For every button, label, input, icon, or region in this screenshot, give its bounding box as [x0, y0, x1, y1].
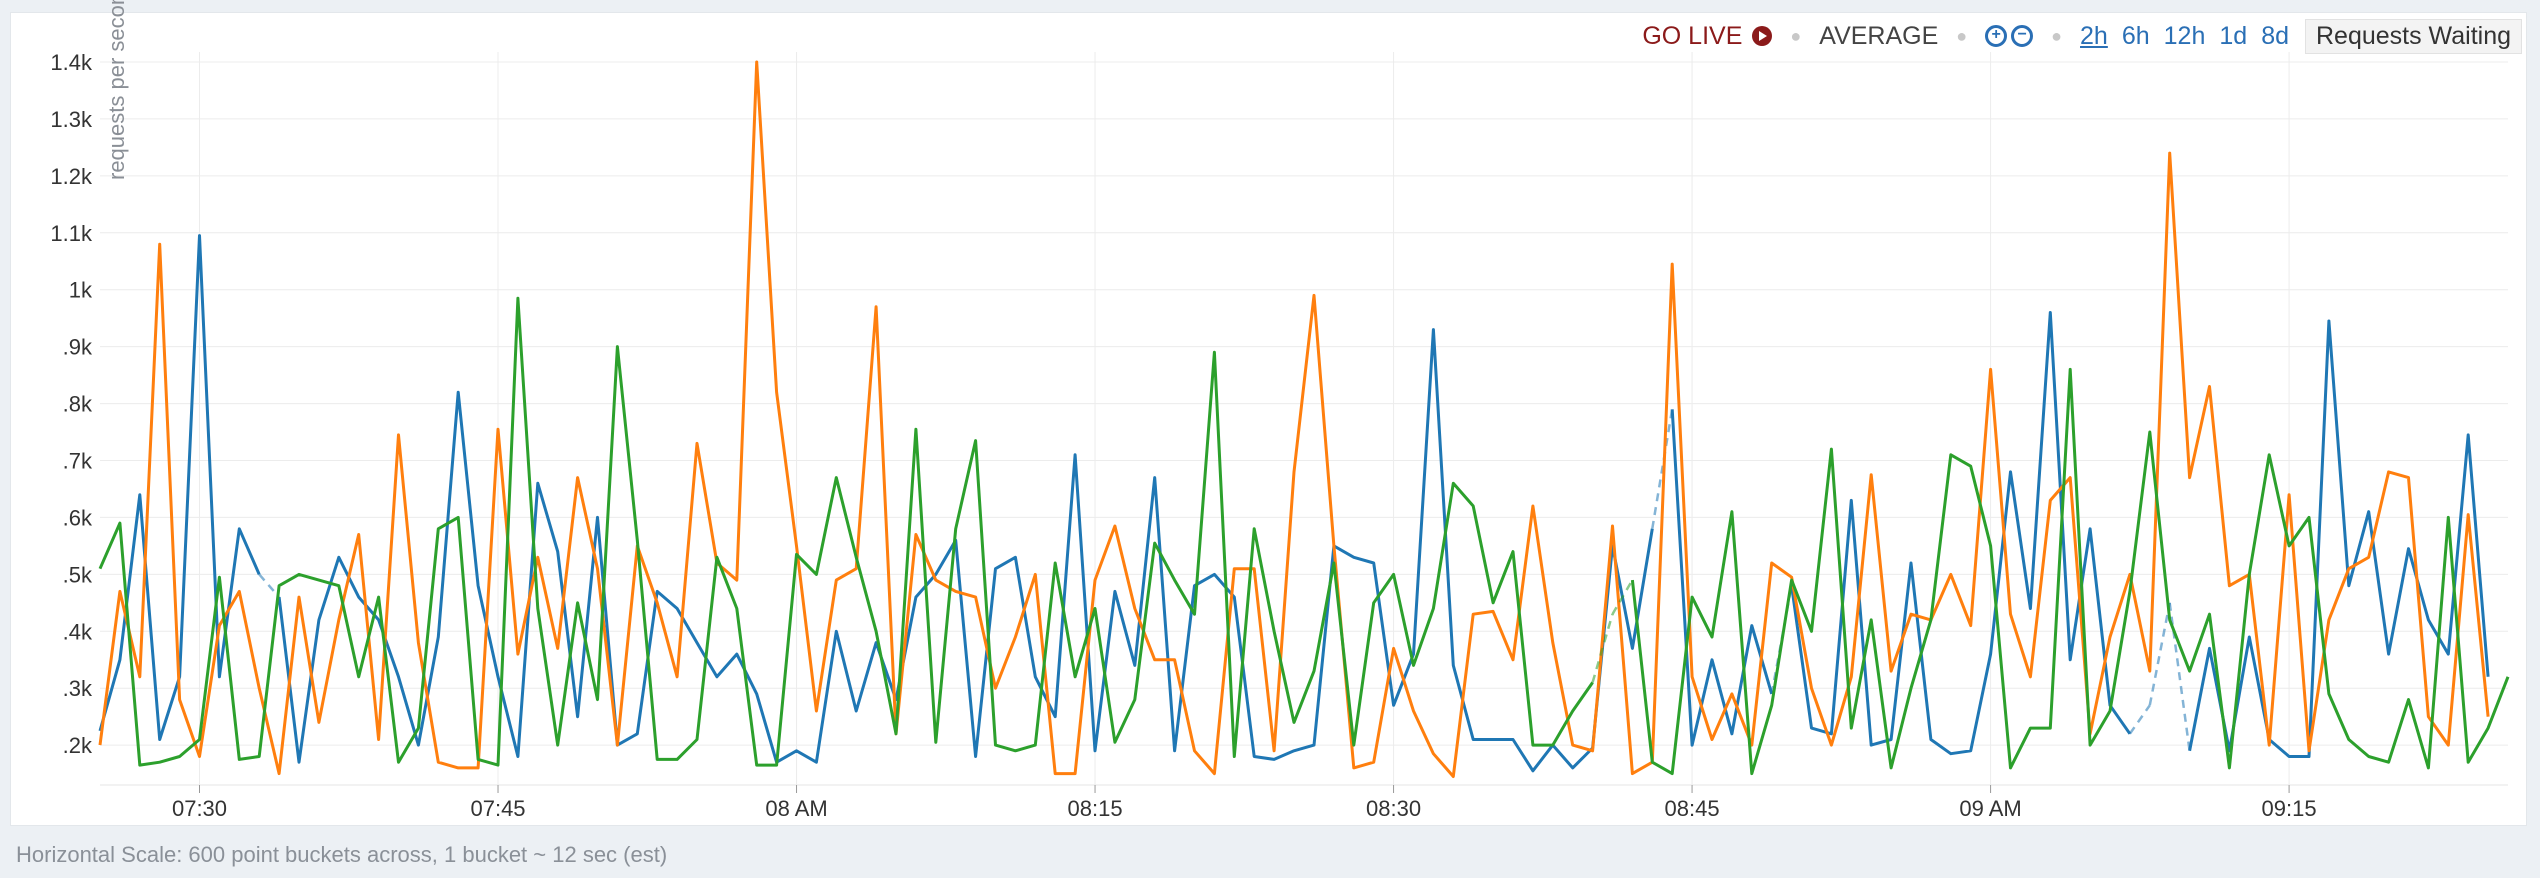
time-range-selector: 2h 6h 12h 1d 8d [2080, 22, 2289, 51]
y-tick-label: 1.3k [50, 107, 93, 132]
range-2h[interactable]: 2h [2080, 21, 2108, 50]
zoom-in-icon[interactable]: + [1985, 25, 2008, 47]
y-axis-ticks: .2k .3k .4k .5k .6k .7k .8k .9k 1k 1.1k 1.2k 1.3k 1.… [50, 50, 93, 758]
y-tick-label: .5k [63, 562, 93, 587]
y-tick-label: 1k [69, 278, 93, 303]
series-lines [98, 60, 2510, 778]
series-gap-segment [258, 573, 281, 598]
y-axis-label: requests per second [104, 0, 129, 180]
y-tick-label: .6k [63, 505, 93, 530]
series-path [98, 60, 2490, 778]
series-gap-segment [2148, 602, 2171, 706]
x-tick-label: 09:15 [2262, 796, 2317, 820]
separator: ● [2051, 25, 2063, 46]
series-gap-segment [1651, 409, 1674, 530]
y-tick-label: 1.4k [50, 50, 93, 75]
series-line [98, 234, 2490, 773]
x-tick-label: 09 AM [1959, 796, 2021, 820]
x-tick-label: 07:45 [470, 796, 525, 820]
series-gap-segment [1611, 579, 1634, 615]
series-path [98, 234, 2490, 773]
x-tick-label: 08 AM [765, 796, 827, 820]
y-tick-label: .3k [63, 676, 93, 701]
x-tick-label: 08:15 [1068, 796, 1123, 820]
line-chart[interactable]: .2k .3k .4k .5k .6k .7k .8k .9k 1k 1.1k 1.2k 1.3k 1.… [0, 0, 2540, 820]
series-line [98, 60, 2490, 778]
zoom-controls: + − [1985, 25, 2034, 47]
y-tick-label: .4k [63, 619, 93, 644]
go-live-button[interactable]: GO LIVE [1642, 21, 1773, 51]
x-tick-label: 07:30 [172, 796, 227, 820]
series-gap-segment [1591, 613, 1614, 683]
go-live-label: GO LIVE [1642, 21, 1743, 50]
range-12h[interactable]: 12h [2163, 21, 2206, 50]
range-1d[interactable]: 1d [2219, 21, 2248, 50]
range-8d[interactable]: 8d [2261, 21, 2289, 50]
x-tick-label: 08:30 [1366, 796, 1421, 820]
series-line [98, 296, 2510, 776]
chart-toolbar: GO LIVE ● AVERAGE ● + − ● 2h 6h 12h 1d 8… [1642, 18, 2522, 54]
grid-lines [100, 52, 2508, 793]
separator: ● [1790, 25, 1802, 46]
play-icon [1752, 26, 1773, 46]
separator: ● [1956, 25, 1968, 46]
y-tick-label: .2k [63, 733, 93, 758]
series-gap-segment [2168, 602, 2191, 752]
x-tick-label: 08:45 [1665, 796, 1720, 820]
metric-selector[interactable]: Requests Waiting [2305, 18, 2522, 54]
y-tick-label: 1.1k [50, 221, 93, 246]
average-toggle[interactable]: AVERAGE [1819, 21, 1939, 50]
y-tick-label: 1.2k [50, 164, 93, 189]
y-tick-label: .9k [63, 335, 93, 360]
series-gap-segment [2128, 704, 2151, 735]
zoom-out-icon[interactable]: − [2011, 25, 2034, 47]
horizontal-scale-note: Horizontal Scale: 600 point buckets acro… [16, 842, 668, 867]
y-tick-label: .8k [63, 392, 93, 417]
y-tick-label: .7k [63, 449, 93, 474]
range-6h[interactable]: 6h [2121, 21, 2150, 50]
series-path [98, 296, 2510, 776]
x-axis-ticks: 07:30 07:45 08 AM 08:15 08:30 08:45 09 AM 09:15 [172, 796, 2317, 820]
